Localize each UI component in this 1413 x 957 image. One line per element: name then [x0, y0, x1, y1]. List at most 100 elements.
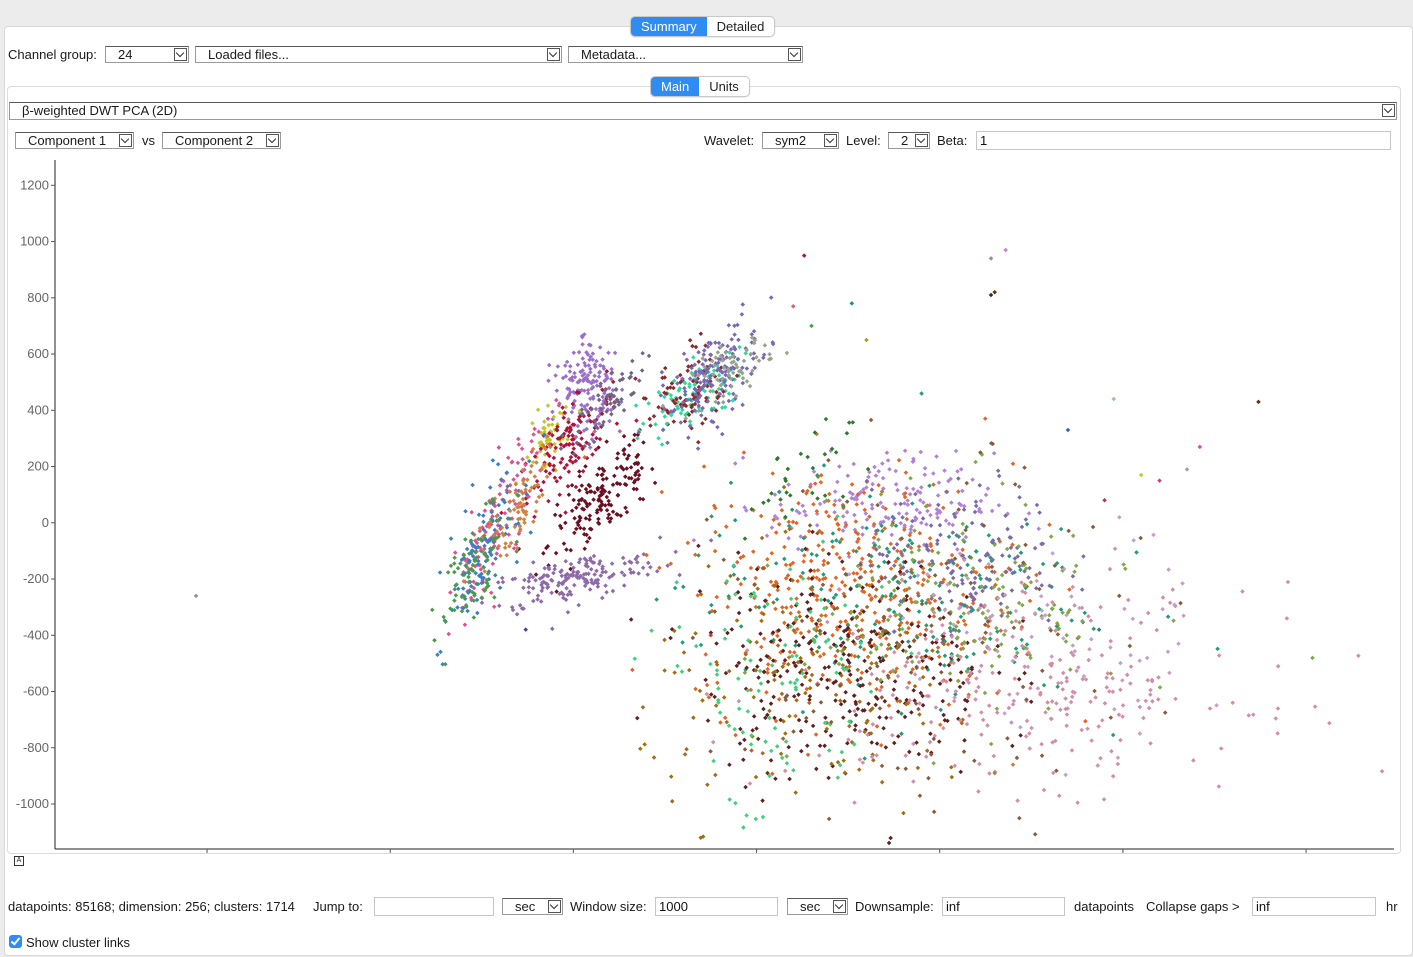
data-point: [853, 701, 859, 707]
data-point: [976, 789, 981, 794]
data-point: [1118, 737, 1123, 743]
data-point: [852, 708, 857, 714]
x-component-select[interactable]: Component 1: [15, 132, 134, 149]
collapse-gaps-input[interactable]: [1252, 897, 1376, 916]
tab-main[interactable]: Main: [651, 77, 700, 96]
data-point: [784, 605, 789, 610]
data-point: [660, 427, 666, 433]
projection-method-value: β-weighted DWT PCA (2D): [22, 103, 178, 118]
data-point: [919, 485, 924, 490]
data-point: [996, 670, 1002, 676]
data-point: [923, 600, 929, 606]
data-point: [918, 632, 923, 637]
tab-detailed[interactable]: Detailed: [716, 19, 765, 34]
level-select[interactable]: 2: [888, 132, 930, 149]
tab-units[interactable]: Units: [709, 79, 739, 94]
data-point: [565, 437, 570, 442]
data-point: [857, 611, 863, 616]
data-point: [870, 584, 875, 589]
data-point: [517, 523, 523, 529]
data-point: [1251, 712, 1256, 717]
data-point: [754, 726, 759, 731]
data-point: [604, 507, 610, 513]
data-point: [971, 585, 976, 591]
data-point: [609, 366, 614, 372]
data-point: [807, 523, 813, 528]
data-point: [685, 368, 690, 373]
data-point: [607, 575, 612, 580]
loaded-files-select[interactable]: Loaded files...: [195, 46, 562, 63]
data-point: [693, 686, 698, 692]
wavelet-select[interactable]: sym2: [762, 132, 839, 149]
data-point: [963, 534, 969, 540]
pca-scatter-plot[interactable]: 120010008006004002000-200-400-600-800-10…: [7, 155, 1399, 855]
data-point: [840, 640, 846, 646]
data-point: [610, 509, 616, 514]
show-cluster-links-checkbox[interactable]: [9, 935, 22, 948]
channel-group-select[interactable]: 24: [105, 46, 189, 63]
data-point: [507, 508, 513, 514]
data-point: [452, 586, 457, 592]
data-point: [932, 573, 938, 578]
outlier-point: [1096, 627, 1102, 632]
data-point: [537, 440, 542, 446]
data-point: [691, 715, 696, 720]
data-point: [877, 688, 883, 693]
data-point: [859, 670, 865, 675]
data-point: [847, 490, 853, 495]
data-point: [571, 565, 576, 571]
beta-input[interactable]: [976, 131, 1391, 150]
downsample-input[interactable]: [942, 897, 1065, 916]
data-point: [600, 477, 606, 482]
data-point: [1157, 685, 1163, 690]
data-point: [818, 622, 824, 627]
data-point: [1028, 685, 1033, 691]
metadata-select[interactable]: Metadata...: [568, 46, 803, 63]
data-point: [470, 568, 476, 573]
data-point: [1039, 753, 1045, 758]
data-point: [592, 418, 598, 424]
data-point: [571, 497, 576, 503]
data-point: [596, 496, 602, 502]
data-point: [1171, 618, 1176, 623]
tab-summary[interactable]: Summary: [631, 17, 707, 36]
data-point: [874, 724, 880, 729]
data-point: [1033, 586, 1039, 591]
jump-to-input[interactable]: [374, 897, 494, 916]
data-point: [896, 458, 902, 463]
data-point: [793, 713, 798, 719]
jump-unit-select[interactable]: sec: [502, 898, 563, 915]
data-point: [986, 533, 992, 538]
window-unit-select[interactable]: sec: [787, 898, 848, 915]
window-size-input[interactable]: [655, 897, 778, 916]
y-component-select[interactable]: Component 2: [162, 132, 281, 149]
data-point: [824, 498, 829, 503]
data-point: [1059, 680, 1064, 686]
data-point: [872, 621, 878, 627]
data-point: [811, 469, 817, 474]
data-point: [569, 508, 575, 513]
data-point: [595, 393, 601, 398]
data-point: [988, 631, 993, 637]
data-point: [668, 561, 674, 567]
data-point: [924, 748, 930, 753]
autoscale-icon[interactable]: A: [14, 856, 24, 866]
data-point: [919, 520, 924, 526]
data-point: [1006, 705, 1012, 711]
data-point: [1038, 593, 1044, 599]
data-point: [628, 560, 634, 565]
data-point: [965, 576, 971, 581]
data-point: [595, 584, 601, 589]
data-point: [856, 654, 861, 660]
data-point: [919, 601, 925, 607]
data-point: [1009, 720, 1014, 725]
data-point: [572, 515, 577, 521]
data-point: [951, 582, 957, 587]
data-point: [632, 472, 638, 478]
projection-method-select[interactable]: β-weighted DWT PCA (2D): [9, 102, 1397, 120]
data-point: [910, 557, 915, 563]
data-point: [600, 569, 605, 575]
data-point: [910, 501, 915, 506]
data-point: [1102, 701, 1108, 706]
data-point: [851, 548, 856, 554]
